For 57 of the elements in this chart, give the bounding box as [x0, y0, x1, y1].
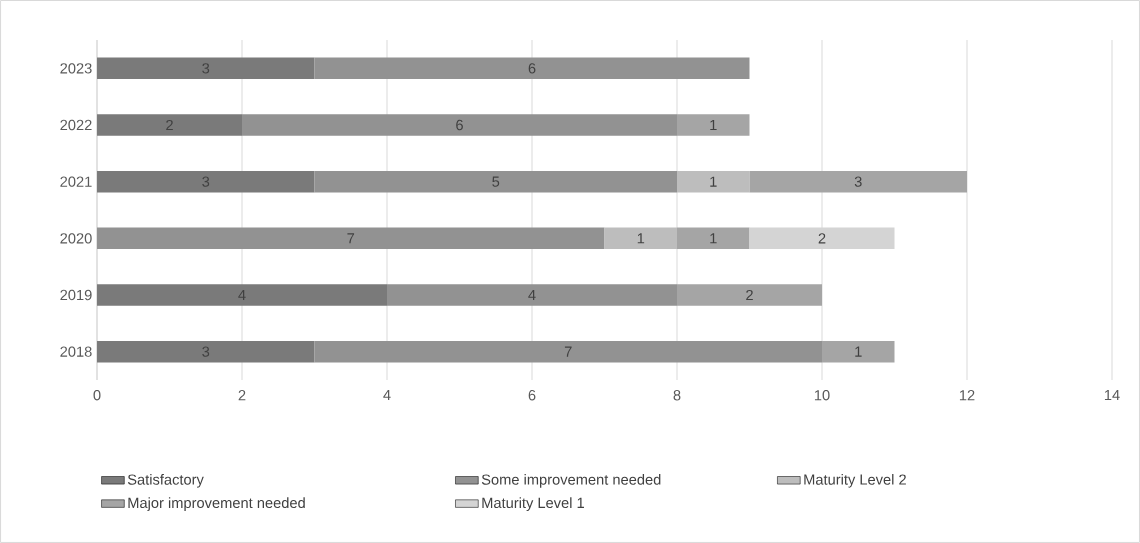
y-tick-label: 2018 [60, 346, 92, 357]
bar [749, 227, 895, 250]
legend-label: Maturity Level 1 [482, 497, 584, 511]
data-label: 4 [238, 289, 246, 301]
bar [97, 284, 388, 306]
data-label: 1 [710, 233, 717, 244]
bar [97, 57, 315, 80]
x-tick-label: 4 [383, 390, 391, 401]
y-tick-label: 2023 [60, 63, 92, 74]
legend-label: Maturity Level 2 [804, 473, 906, 488]
data-label: 1 [855, 346, 862, 357]
y-tick-label: 2021 [60, 176, 92, 187]
legend-label: Satisfactory [127, 473, 204, 488]
data-label: 1 [710, 176, 717, 187]
y-tick-label: 2022 [60, 119, 92, 131]
x-tick-label: 6 [528, 390, 536, 401]
y-tick-label: 2020 [60, 233, 92, 244]
bar [604, 227, 677, 250]
x-tick-label: 2 [238, 390, 246, 401]
bar [677, 170, 750, 193]
legend-label: Some improvement needed [481, 473, 661, 488]
x-tick-label: 10 [814, 390, 830, 401]
x-tick-label: 0 [93, 390, 101, 401]
bar [97, 114, 243, 136]
bar [314, 340, 822, 363]
bar [822, 340, 895, 363]
data-label: 1 [710, 119, 717, 131]
data-label: 6 [456, 119, 463, 131]
data-label: 3 [202, 176, 210, 187]
bar [97, 170, 315, 193]
legend-label: Major improvement needed [128, 497, 305, 511]
y-tick-label: 2019 [60, 289, 92, 301]
data-label: 1 [637, 233, 645, 244]
bar [97, 227, 605, 250]
bar [97, 340, 315, 363]
data-label: 7 [347, 233, 355, 244]
bar [677, 114, 750, 136]
bar [677, 227, 750, 250]
data-label: 3 [202, 346, 210, 357]
data-label: 3 [202, 63, 210, 74]
bar [387, 284, 677, 306]
data-label: 6 [528, 63, 536, 74]
data-label: 7 [564, 346, 572, 357]
bar [677, 284, 822, 306]
data-label: 2 [818, 233, 826, 244]
x-tick-label: 8 [673, 390, 681, 401]
bar [314, 57, 750, 80]
data-label: 3 [854, 176, 862, 187]
data-label: 4 [528, 289, 536, 301]
data-label: 2 [746, 289, 753, 301]
data-label: 2 [166, 119, 173, 131]
bar [242, 114, 677, 136]
bar [749, 170, 967, 193]
bar [314, 170, 677, 193]
x-tick-label: 14 [1104, 390, 1120, 401]
data-label: 5 [492, 176, 500, 187]
x-tick-label: 12 [959, 390, 975, 401]
